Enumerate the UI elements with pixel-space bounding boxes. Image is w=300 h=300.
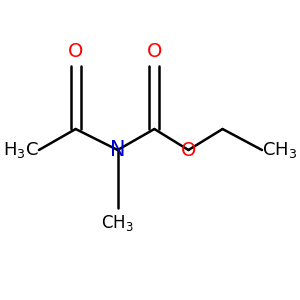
Text: H$_3$C: H$_3$C (3, 140, 39, 160)
Text: N: N (110, 140, 125, 160)
Text: CH$_3$: CH$_3$ (101, 213, 134, 233)
Text: O: O (147, 42, 162, 61)
Text: O: O (181, 140, 196, 160)
Text: CH$_3$: CH$_3$ (262, 140, 297, 160)
Text: O: O (68, 42, 83, 61)
